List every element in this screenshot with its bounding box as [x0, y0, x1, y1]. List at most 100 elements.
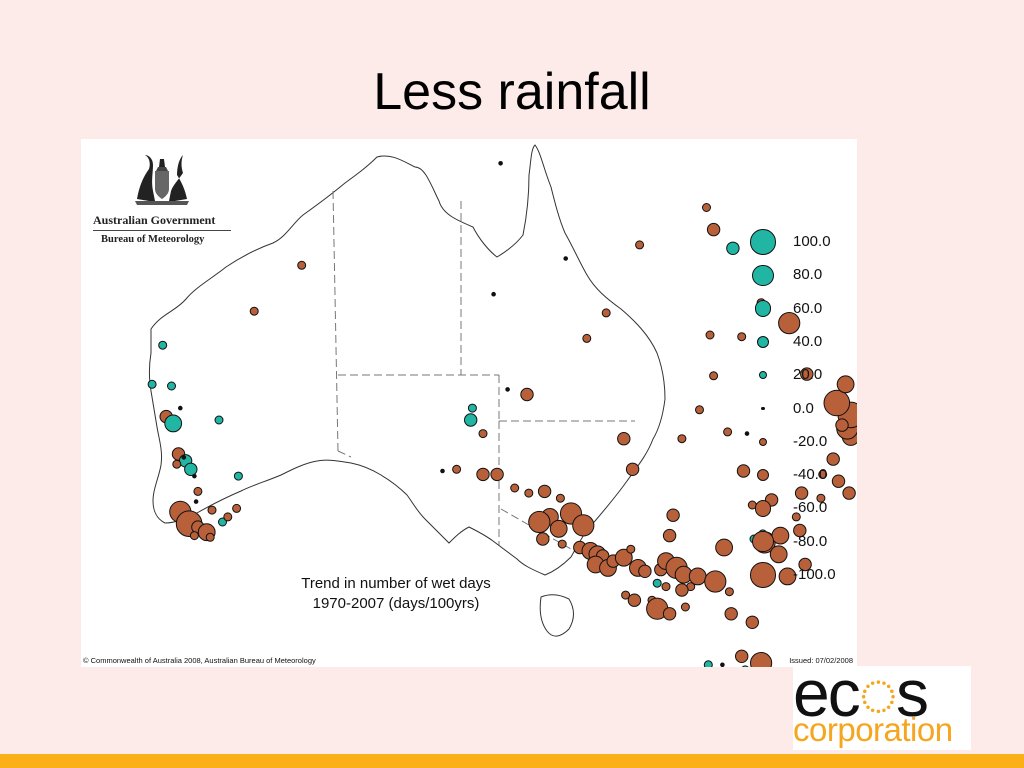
australia-outline: [149, 144, 666, 576]
legend-label: 60.0: [793, 299, 823, 317]
station-marker: [778, 567, 797, 586]
station-marker: [563, 256, 569, 261]
legend-item: 40.0: [741, 327, 851, 357]
legend-symbol: [754, 499, 772, 517]
station-marker: [621, 590, 631, 600]
legend-label: 80.0: [793, 266, 823, 284]
station-marker: [677, 434, 687, 444]
station-marker: [661, 582, 671, 592]
station-marker: [769, 545, 788, 564]
org-divider: [93, 230, 231, 231]
station-marker: [695, 405, 704, 415]
legend-symbol: [750, 229, 776, 255]
station-marker: [703, 660, 713, 667]
legend-label: -20.0: [793, 432, 828, 450]
station-marker: [192, 473, 197, 479]
station-marker: [193, 486, 203, 496]
station-marker: [490, 467, 504, 482]
station-marker: [626, 544, 636, 554]
station-marker: [167, 381, 176, 391]
legend-label: 20.0: [793, 366, 823, 384]
legend-symbol: [752, 264, 774, 286]
station-marker: [189, 531, 199, 541]
org-name: Australian Government: [93, 213, 216, 227]
ecos-tagline: corporation: [793, 711, 953, 748]
station-marker: [835, 418, 849, 432]
station-marker: [218, 517, 227, 527]
station-marker: [249, 306, 259, 316]
station-marker: [831, 474, 846, 488]
copyright-notice: © Commonwealth of Australia 2008, Austra…: [83, 656, 316, 665]
rainfall-trend-map: Australian Government Bureau of Meteorol…: [81, 139, 857, 667]
station-marker: [705, 330, 715, 340]
legend-label: -100.0: [793, 566, 836, 583]
legend-label: -60.0: [793, 499, 828, 517]
station-marker: [720, 662, 725, 667]
legend-symbol: [752, 531, 774, 553]
station-marker: [842, 486, 856, 500]
station-marker: [737, 332, 747, 342]
station-marker: [181, 455, 187, 460]
station-marker: [464, 413, 478, 427]
legend-item: -60.0: [741, 493, 851, 523]
org-sub-name: Bureau of Meteorology: [101, 234, 205, 245]
station-marker: [625, 462, 640, 476]
station-marker: [800, 367, 814, 381]
station-marker: [476, 467, 490, 482]
station-marker: [798, 557, 812, 572]
legend-label: 0.0: [793, 399, 814, 417]
station-marker: [744, 431, 750, 436]
station-marker: [440, 468, 445, 474]
station-marker: [232, 503, 242, 513]
station-marker: [724, 587, 734, 597]
station-marker: [614, 548, 633, 567]
station-marker: [536, 532, 550, 546]
station-marker: [193, 499, 199, 504]
station-marker: [601, 308, 611, 318]
station-marker: [793, 523, 807, 538]
station-marker: [652, 578, 662, 588]
station-marker: [724, 607, 738, 621]
station-marker: [723, 427, 733, 437]
station-marker: [178, 405, 183, 411]
station-marker: [704, 570, 727, 593]
legend-symbol: [756, 335, 770, 349]
legend-symbol: [750, 562, 776, 588]
tasmania-outline: [539, 594, 574, 637]
legend-item: 60.0: [741, 294, 851, 324]
legend-symbol: [756, 468, 770, 482]
legend-item: 100.0: [741, 227, 851, 257]
legend-item: 80.0: [741, 260, 851, 290]
station-marker: [662, 528, 677, 543]
station-marker: [680, 602, 690, 612]
station-marker: [572, 514, 595, 537]
legend-item: -80.0: [741, 527, 851, 557]
station-marker: [735, 649, 749, 663]
station-marker: [818, 469, 828, 479]
station-marker: [706, 222, 721, 237]
station-marker: [709, 371, 719, 381]
caption-line-2: 1970-2007 (days/100yrs): [312, 595, 480, 612]
ecos-wordmark: ec◌s: [793, 656, 929, 730]
station-marker: [582, 333, 592, 343]
station-marker: [662, 607, 677, 621]
legend-label: -40.0: [793, 466, 828, 484]
swirl-icon: ◌: [858, 656, 898, 730]
legend-label: 100.0: [793, 233, 831, 250]
legend-item: -20.0: [741, 427, 851, 457]
legend-item: -100.0: [741, 560, 851, 590]
station-marker: [635, 240, 645, 250]
station-marker: [164, 414, 183, 433]
station-marker: [750, 652, 773, 667]
station-marker: [617, 432, 631, 446]
station-marker: [627, 593, 642, 607]
station-marker: [478, 429, 488, 439]
station-marker: [205, 532, 215, 542]
map-caption: Trend in number of wet days 1970-2007 (d…: [261, 574, 531, 614]
station-marker: [158, 340, 168, 350]
station-marker: [726, 241, 740, 256]
slide-title: Less rainfall: [373, 63, 651, 121]
station-marker: [452, 464, 462, 474]
station-marker: [172, 459, 182, 469]
station-marker: [505, 387, 510, 392]
